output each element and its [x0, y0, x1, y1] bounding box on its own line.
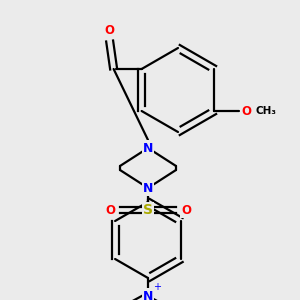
Text: S: S [143, 203, 153, 217]
Text: O: O [105, 25, 115, 38]
Text: −: − [104, 299, 114, 300]
Text: N: N [143, 142, 153, 154]
Text: O: O [105, 203, 115, 217]
Text: CH₃: CH₃ [256, 106, 277, 116]
Text: O: O [242, 104, 251, 118]
Text: N: N [143, 290, 153, 300]
Text: O: O [181, 203, 191, 217]
Text: N: N [143, 182, 153, 194]
Text: +: + [153, 282, 161, 292]
